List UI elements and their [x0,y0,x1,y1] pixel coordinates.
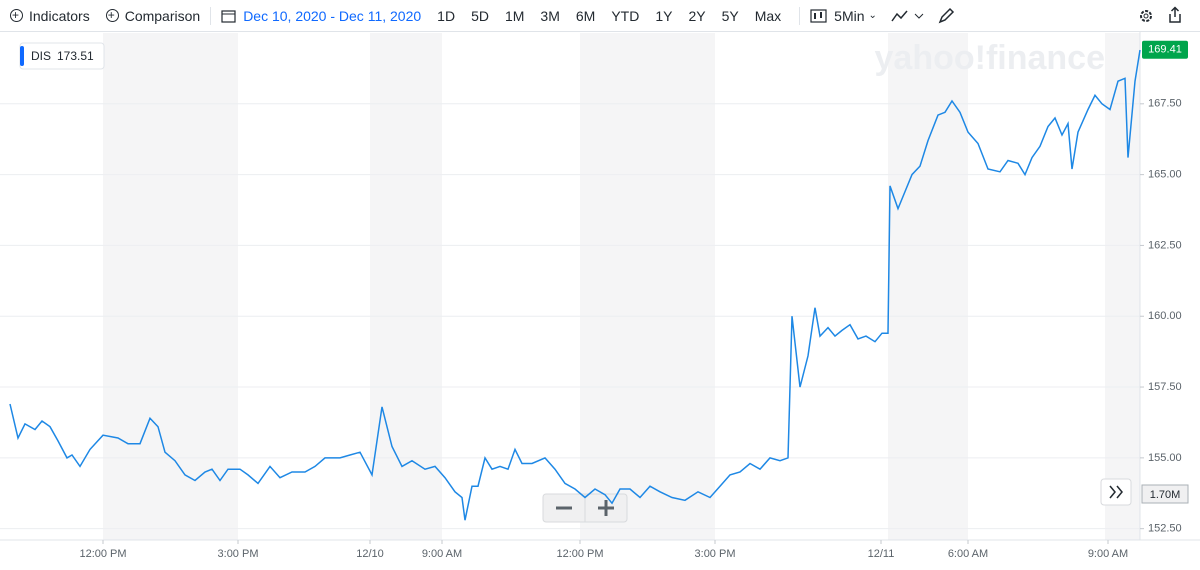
x-tick-label: 12:00 PM [556,548,603,560]
x-tick-label: 3:00 PM [218,548,259,560]
date-range-button[interactable]: Dec 10, 2020 - Dec 11, 2020 [221,8,421,24]
range-button[interactable]: 2Y [688,7,706,24]
range-button[interactable]: 6M [575,7,596,24]
chart: yahoo!finance DIS 173.51 1.70M 152.50 155… [0,32,1200,560]
price-line [9,49,1141,521]
legend-value: 173.51 [57,49,94,63]
interval-button[interactable]: 5Min ⌄ [810,8,877,24]
y-tick-label: 165.00 [1148,169,1182,181]
range-buttons: 1D 5D 1M 3M 6M YTD 1Y 2Y 5Y Max [429,8,789,24]
y-tick-label: 157.50 [1148,381,1182,393]
y-tick-label: 152.50 [1148,523,1182,535]
y-tick-label: 155.00 [1148,452,1182,464]
x-tick-label: 9:00 AM [422,548,462,560]
x-tick-label: 9:00 AM [1088,548,1128,560]
date-range: Dec 10, 2020 - Dec 11, 2020 [243,7,422,24]
y-tick-label: 167.50 [1148,98,1182,110]
scroll-box [1100,478,1132,506]
watermark: yahoo!finance [875,39,1105,77]
x-tick-label: 3:00 PM [695,548,736,560]
range-button[interactable]: 5D [471,7,489,24]
legend-symbol: DIS [31,49,51,63]
range-button[interactable]: 1M [504,7,525,24]
interval: 5Min [834,7,865,24]
y-tick-label: 160.00 [1148,310,1182,322]
chevron: ⌄ [868,10,877,21]
draw-button[interactable] [937,7,957,25]
toolbar: Indicators Comparison Dec 10, 2020 - Dec… [0,0,1200,32]
x-tick-label: 12/11 [868,548,895,560]
x-tick-label: 6:00 AM [948,548,988,560]
separator [210,6,212,25]
settings-button[interactable] [1137,7,1155,25]
calendar-icon [221,9,236,23]
session-band [888,33,968,540]
last-price-tag [1142,40,1188,59]
comparison-button[interactable]: Comparison [105,7,201,24]
indicators-button[interactable]: Indicators [10,8,90,24]
legend: DIS 173.51 [19,42,105,70]
range-button[interactable]: 1Y [655,7,673,24]
range-button[interactable]: 3M [540,7,560,24]
candle-icon [810,8,827,23]
legend-swatch [20,46,24,66]
session-band [580,33,715,540]
indicators-label: Indicators [29,7,90,24]
chart-type-button[interactable] [891,8,931,24]
range-button[interactable]: YTD [611,7,640,24]
session-band [370,33,442,540]
range-button[interactable]: 1D [437,7,456,24]
zoom-in-button[interactable] [598,500,614,516]
comparison-label: Comparison [124,7,201,24]
x-tick-label: 12:00 PM [79,548,126,560]
session-band [103,33,238,540]
volume-label: 1.70M [1150,489,1181,501]
session-band [1105,33,1140,540]
session-bands [0,33,1140,540]
separator [799,6,801,25]
scroll-button[interactable] [1100,478,1132,506]
last-price-label: 169.41 [1148,44,1182,56]
volume-tag [1141,484,1189,504]
zoom-control [542,493,628,523]
x-tick-label: 12/10 [356,548,384,560]
y-tick-label: 162.50 [1148,239,1182,251]
range-button[interactable]: Max [754,7,782,24]
range-button[interactable]: 5Y [721,7,739,24]
share-button[interactable] [1166,6,1184,24]
scroll-icon [1109,485,1123,499]
